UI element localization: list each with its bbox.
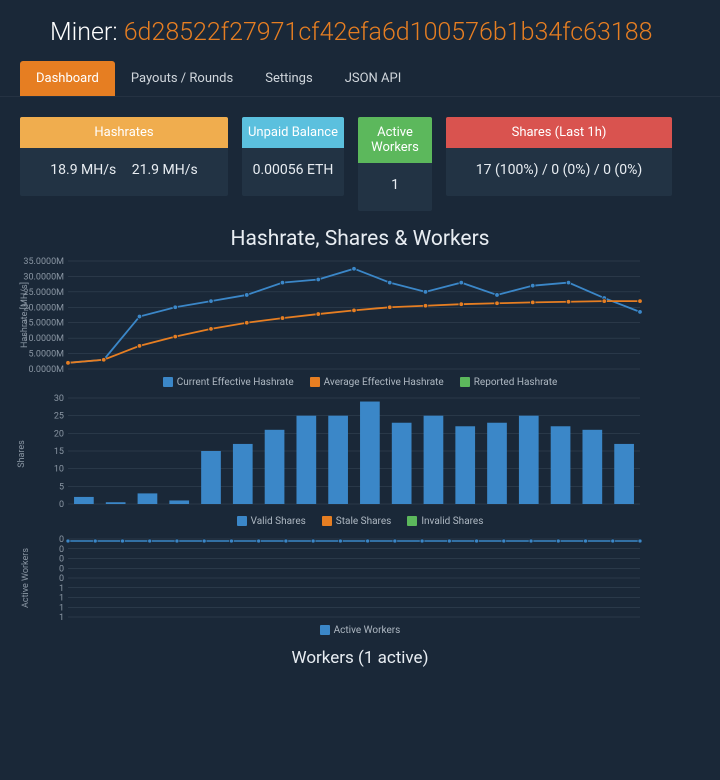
tab-json-api[interactable]: JSON API bbox=[329, 61, 418, 96]
svg-text:1: 1 bbox=[59, 594, 64, 604]
workers-legend: Active Workers bbox=[10, 623, 710, 642]
svg-text:15: 15 bbox=[54, 447, 64, 457]
svg-text:0: 0 bbox=[59, 500, 64, 510]
card-active-title: Active Workers bbox=[358, 117, 432, 163]
workers-heading: Workers (1 active) bbox=[10, 642, 710, 672]
hashrate-legend: Current Effective HashrateAverage Effect… bbox=[10, 375, 710, 394]
summary-cards: Hashrates 18.9 MH/s 21.9 MH/s Unpaid Bal… bbox=[0, 97, 720, 221]
tab-payouts[interactable]: Payouts / Rounds bbox=[115, 61, 249, 96]
svg-text:5: 5 bbox=[59, 482, 64, 492]
svg-text:30.0000M: 30.0000M bbox=[23, 272, 64, 282]
workers-chart: Active Workers 000001111 bbox=[10, 533, 710, 623]
svg-text:0: 0 bbox=[59, 555, 64, 565]
shares-svg: 0 5 10 15 20 25 30 bbox=[10, 394, 650, 514]
chart-title: Hashrate, Shares & Workers bbox=[10, 227, 710, 251]
card-shares-title: Shares (Last 1h) bbox=[446, 117, 672, 148]
card-active-workers: Active Workers 1 bbox=[358, 117, 432, 211]
shares-chart: Shares 0 5 10 15 20 25 30 bbox=[10, 394, 710, 514]
svg-text:1: 1 bbox=[59, 584, 64, 594]
svg-text:1: 1 bbox=[59, 613, 64, 623]
tab-settings[interactable]: Settings bbox=[249, 61, 328, 96]
hashrate-average: 21.9 MH/s bbox=[132, 162, 198, 178]
hashrate-svg: 0.0000M5.0000M10.0000M15.0000M20.0000M25… bbox=[10, 255, 650, 375]
svg-text:0: 0 bbox=[59, 535, 64, 545]
tab-bar: Dashboard Payouts / Rounds Settings JSON… bbox=[0, 61, 720, 97]
miner-label: Miner: bbox=[50, 18, 118, 47]
card-shares: Shares (Last 1h) 17 (100%) / 0 (0%) / 0 … bbox=[446, 117, 672, 196]
svg-text:0.0000M: 0.0000M bbox=[28, 365, 64, 375]
card-unpaid-title: Unpaid Balance bbox=[242, 117, 344, 148]
svg-text:0: 0 bbox=[59, 545, 64, 555]
miner-address: 6d28522f27971cf42efa6d100576b1b34fc63188 bbox=[124, 18, 653, 47]
hashrate-ylabel: Hashrate [MH/s] bbox=[20, 282, 30, 348]
svg-text:0: 0 bbox=[59, 564, 64, 574]
card-active-value: 1 bbox=[358, 163, 432, 211]
shares-legend: Valid SharesStale SharesInvalid Shares bbox=[10, 514, 710, 533]
card-unpaid-value: 0.00056 ETH bbox=[242, 148, 344, 196]
svg-text:5.0000M: 5.0000M bbox=[28, 350, 64, 360]
card-hashrates-title: Hashrates bbox=[20, 117, 228, 148]
card-shares-value: 17 (100%) / 0 (0%) / 0 (0%) bbox=[446, 148, 672, 196]
tab-dashboard[interactable]: Dashboard bbox=[20, 61, 115, 96]
svg-text:1: 1 bbox=[59, 603, 64, 613]
card-hashrates: Hashrates 18.9 MH/s 21.9 MH/s bbox=[20, 117, 228, 196]
svg-text:30: 30 bbox=[54, 394, 64, 404]
card-hashrates-body: 18.9 MH/s 21.9 MH/s bbox=[20, 148, 228, 196]
card-unpaid: Unpaid Balance 0.00056 ETH bbox=[242, 117, 344, 196]
svg-text:35.0000M: 35.0000M bbox=[23, 257, 64, 267]
hashrate-chart: Hashrate [MH/s] 0.0000M5.0000M10.0000M15… bbox=[10, 255, 710, 375]
svg-text:10: 10 bbox=[54, 465, 64, 475]
workers-svg: 000001111 bbox=[10, 533, 650, 623]
svg-text:25: 25 bbox=[54, 412, 64, 422]
hashrate-current: 18.9 MH/s bbox=[50, 162, 116, 178]
page-header: Miner: 6d28522f27971cf42efa6d100576b1b34… bbox=[0, 0, 720, 61]
svg-text:0: 0 bbox=[59, 574, 64, 584]
shares-ylabel: Shares bbox=[17, 440, 27, 468]
svg-text:20: 20 bbox=[54, 429, 64, 439]
workers-ylabel: Active Workers bbox=[21, 548, 31, 608]
